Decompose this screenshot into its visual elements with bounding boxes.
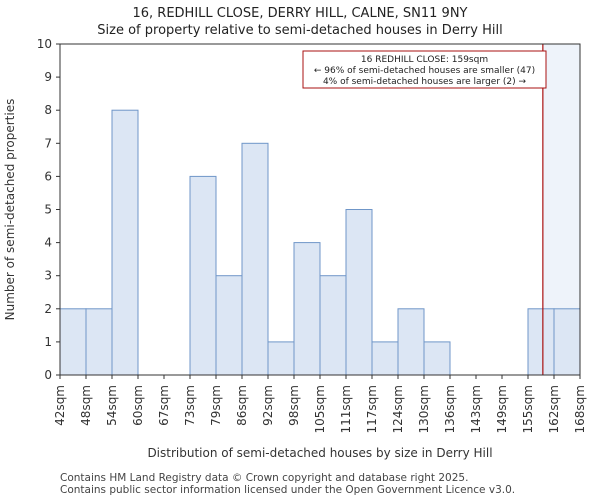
y-tick-label: 3 — [44, 269, 52, 283]
bar-73sqm — [189, 175, 217, 376]
annotation-box — [302, 50, 547, 89]
footer-licence: Contains public sector information licen… — [60, 484, 516, 496]
annotation-line2: ← 96% of semi-detached houses are smalle… — [314, 66, 535, 76]
bar-117sqm — [371, 341, 399, 376]
x-tick-label: 92sqm — [261, 385, 275, 426]
bar-92sqm — [267, 341, 295, 376]
x-tick-label: 162sqm — [547, 385, 561, 433]
x-tick-label: 54sqm — [105, 385, 119, 426]
annotation-line3: 4% of semi-detached houses are larger (2… — [323, 77, 527, 87]
y-tick-label: 10 — [37, 37, 52, 51]
y-tick-label: 8 — [44, 103, 52, 117]
y-tick-label: 6 — [44, 169, 52, 183]
x-tick-label: 48sqm — [79, 385, 93, 426]
x-tick-label: 73sqm — [183, 385, 197, 426]
bar-105sqm — [319, 275, 347, 376]
x-tick-label: 98sqm — [287, 385, 301, 426]
bar-162sqm — [553, 308, 581, 376]
y-tick-label: 7 — [44, 136, 52, 150]
x-tick-label: 86sqm — [235, 385, 249, 426]
bar-48sqm — [85, 308, 113, 376]
bar-79sqm — [215, 275, 243, 376]
footer-copyright: Contains HM Land Registry data © Crown c… — [60, 472, 469, 484]
x-axis-label: Distribution of semi-detached houses by … — [147, 446, 492, 460]
property-annotation: 16 REDHILL CLOSE: 159sqm← 96% of semi-de… — [302, 50, 547, 89]
chart-subtitle: Size of property relative to semi-detach… — [97, 23, 503, 38]
bar-54sqm — [111, 109, 139, 376]
y-tick-label: 4 — [44, 236, 52, 250]
x-tick-label: 136sqm — [443, 385, 457, 433]
bar-130sqm — [423, 341, 451, 376]
x-tick-label: 155sqm — [521, 385, 535, 433]
x-tick-label: 67sqm — [157, 385, 171, 426]
y-tick-label: 1 — [44, 335, 52, 349]
x-tick-label: 130sqm — [417, 385, 431, 433]
y-tick-label: 0 — [44, 368, 52, 382]
bar-111sqm — [345, 209, 373, 376]
y-tick-label: 2 — [44, 302, 52, 316]
y-tick-label: 5 — [44, 203, 52, 217]
bar-86sqm — [241, 142, 269, 376]
y-axis-label: Number of semi-detached properties — [3, 99, 17, 321]
annotation-line1: 16 REDHILL CLOSE: 159sqm — [361, 55, 488, 65]
y-tick-label: 9 — [44, 70, 52, 84]
bar-155sqm — [527, 308, 555, 376]
bar-98sqm — [293, 242, 321, 376]
x-tick-label: 79sqm — [209, 385, 223, 426]
x-tick-label: 149sqm — [495, 385, 509, 433]
x-tick-label: 42sqm — [53, 385, 67, 426]
x-tick-label: 168sqm — [573, 385, 587, 433]
x-tick-label: 60sqm — [131, 385, 145, 426]
x-tick-label: 124sqm — [391, 385, 405, 433]
x-tick-label: 143sqm — [469, 385, 483, 433]
chart-title: 16, REDHILL CLOSE, DERRY HILL, CALNE, SN… — [132, 6, 468, 21]
x-tick-label: 105sqm — [313, 385, 327, 433]
bar-42sqm — [59, 308, 87, 376]
x-tick-label: 117sqm — [365, 385, 379, 433]
bar-124sqm — [397, 308, 425, 376]
x-tick-label: 111sqm — [339, 385, 353, 433]
